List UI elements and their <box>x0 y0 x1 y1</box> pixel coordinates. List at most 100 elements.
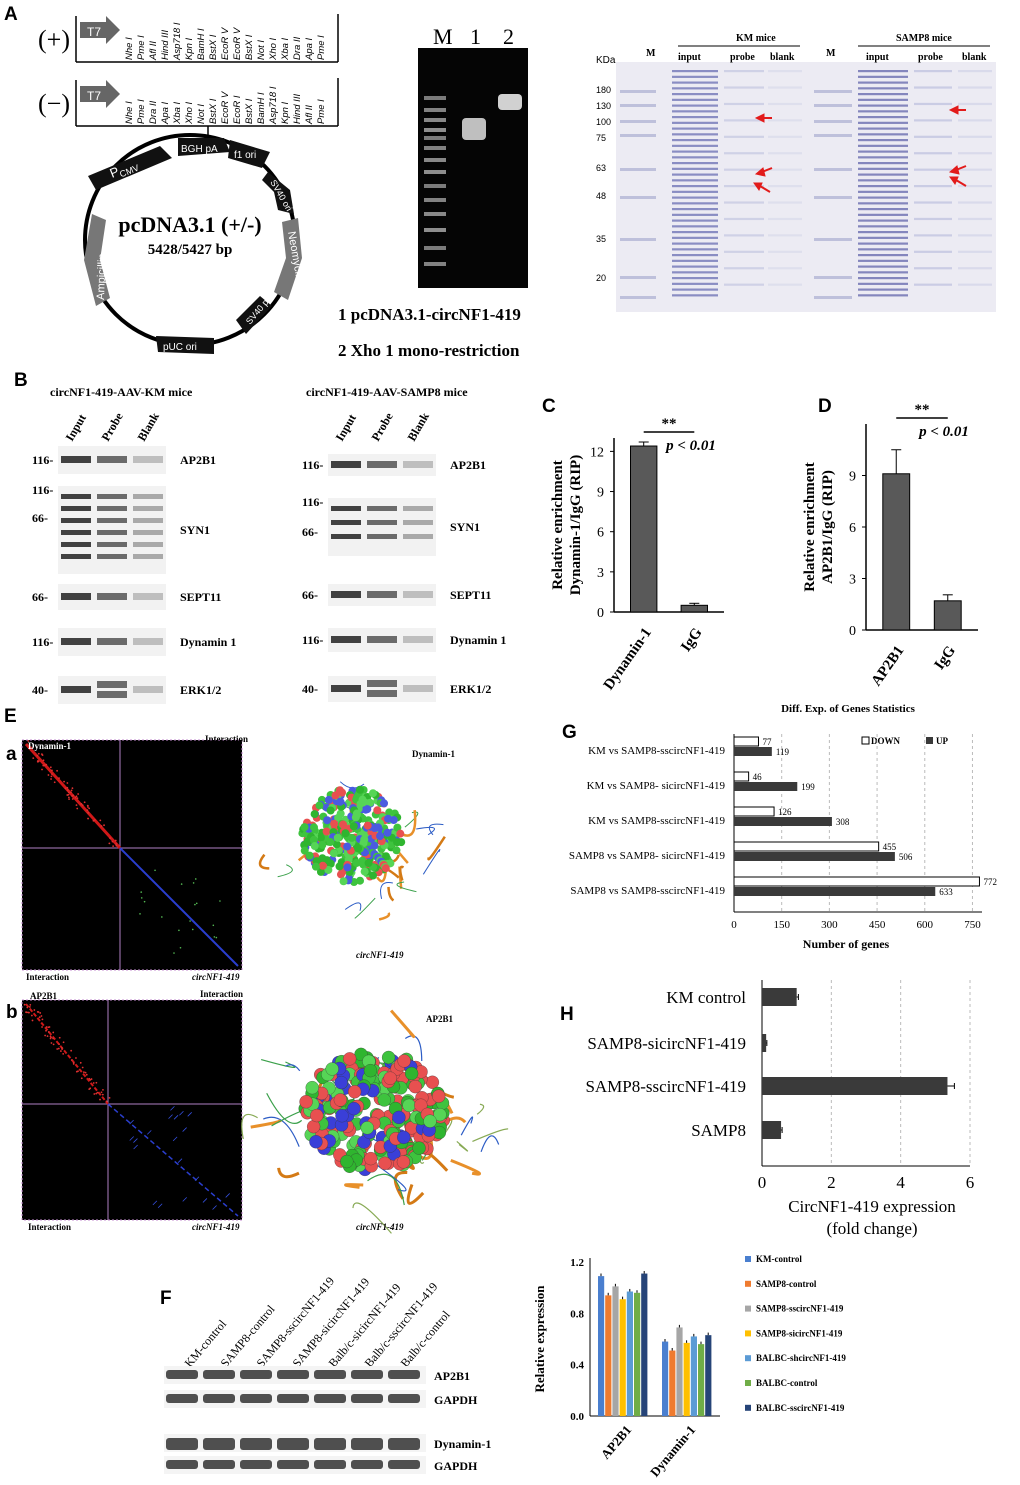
bar-down <box>733 806 775 817</box>
blot-band <box>367 690 397 697</box>
sds-marker-48: 48 <box>596 191 606 201</box>
sds-band <box>672 225 718 228</box>
g-xtick: 450 <box>869 919 886 931</box>
map-dot <box>70 1049 73 1052</box>
atom <box>364 859 373 868</box>
sds-band <box>858 87 908 90</box>
h-bar <box>762 1121 782 1139</box>
sds-band <box>858 294 908 297</box>
sds-band <box>814 90 852 93</box>
b-marker-label: 116- <box>302 633 323 647</box>
map-dot <box>85 1073 88 1076</box>
atom <box>315 801 324 810</box>
puc-block <box>156 336 214 354</box>
panel-label-f: F <box>160 1288 172 1309</box>
atom <box>331 791 340 800</box>
blot-band <box>331 506 361 511</box>
map-b-interaction-top: Interaction <box>200 989 243 999</box>
restriction-site: Xba I <box>280 37 291 61</box>
map-dot <box>129 1136 134 1141</box>
sds-band <box>814 134 852 137</box>
map-dot <box>157 1203 163 1209</box>
map-dot <box>173 952 175 954</box>
map-dot <box>41 1018 44 1021</box>
sds-marker-75: 75 <box>596 133 606 143</box>
atom <box>397 838 406 847</box>
f-blot-band <box>203 1460 235 1469</box>
map-dot <box>90 1078 93 1080</box>
plasmid-name: pcDNA3.1 (+/-) <box>118 212 261 237</box>
map-dot <box>41 768 43 771</box>
f-blot-band <box>166 1460 198 1469</box>
blot-band <box>97 542 127 547</box>
f-bar <box>683 1342 690 1416</box>
plus-sites: Nhe I Pme I Afl II Hind III Asp718 I Kpn I Bam… <box>124 22 327 61</box>
sds-marker-180: 180 <box>596 85 611 95</box>
blot-band <box>97 681 127 688</box>
bar-down <box>733 771 750 782</box>
atom <box>402 1098 416 1113</box>
mol-a-rna: circNF1-419 <box>356 950 404 960</box>
map-dot <box>45 1029 47 1032</box>
map-dot <box>63 780 65 783</box>
map-dot <box>31 1019 34 1022</box>
sv40-block <box>262 172 294 214</box>
map-dot <box>178 929 180 932</box>
map-dot <box>58 777 60 780</box>
sds-band <box>858 133 908 136</box>
f-legend-swatch <box>745 1256 751 1262</box>
sds-band <box>672 190 718 193</box>
map-dot <box>93 819 96 821</box>
atom <box>336 797 345 806</box>
sds-band <box>858 173 908 176</box>
sds-band <box>858 242 908 245</box>
sds-band <box>672 98 718 101</box>
sds-band <box>858 179 908 182</box>
atom <box>310 842 319 851</box>
f-legend-label: SAMP8-control <box>756 1279 817 1289</box>
red-arrows <box>753 105 967 193</box>
atom <box>396 1155 411 1169</box>
atom <box>310 810 319 819</box>
mol-a-label: Dynamin-1 <box>412 749 456 759</box>
ytick: 9 <box>849 470 856 485</box>
b-marker-label: 116- <box>302 458 323 472</box>
atom <box>432 1089 446 1103</box>
restriction-site: Not I <box>256 40 267 60</box>
sds-band <box>672 121 718 124</box>
f-row-label: AP2B1 <box>434 1369 470 1383</box>
h-xlabel-2: (fold change) <box>826 1219 917 1238</box>
sds-band <box>672 236 718 239</box>
sds-band <box>672 70 718 73</box>
rna-strand <box>285 1064 301 1072</box>
gel-lane-m: M <box>433 24 453 49</box>
map-dot <box>195 902 198 905</box>
rna-strand <box>263 1116 300 1147</box>
restriction-site: EcoR V <box>220 26 231 60</box>
map-dot <box>87 811 90 814</box>
h-category: SAMP8 <box>691 1121 746 1140</box>
b-protein-label: AP2B1 <box>180 453 216 467</box>
b-marker-label: 116- <box>32 635 53 649</box>
legend-up-label: UP <box>936 736 948 746</box>
map-dot <box>76 807 79 810</box>
sds-band <box>672 271 718 274</box>
f-xtick: AP2B1 <box>598 1422 635 1462</box>
map-dot <box>81 804 84 807</box>
f-blot-band <box>314 1438 346 1450</box>
bar-up-label: 633 <box>939 887 953 897</box>
f-ytick: 0.8 <box>570 1308 584 1320</box>
b-protein-label: Dynamin 1 <box>450 633 506 647</box>
bar-down <box>733 876 980 887</box>
f-blot-band <box>203 1438 235 1450</box>
blot-band <box>403 506 433 511</box>
bar-up-label: 308 <box>836 817 850 827</box>
map-dot <box>37 752 40 755</box>
map-dot <box>99 819 102 822</box>
sds-band <box>858 144 908 147</box>
map-dot <box>45 1026 48 1028</box>
blot-band <box>133 638 163 645</box>
rna-strand <box>367 1173 405 1206</box>
blot-band <box>133 518 163 523</box>
neo-block <box>274 218 302 300</box>
